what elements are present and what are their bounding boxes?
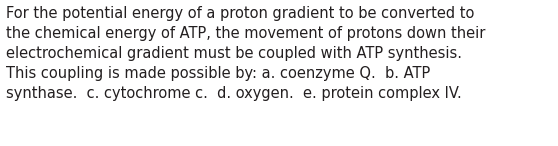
Text: For the potential energy of a proton gradient to be converted to
the chemical en: For the potential energy of a proton gra…	[6, 6, 485, 101]
